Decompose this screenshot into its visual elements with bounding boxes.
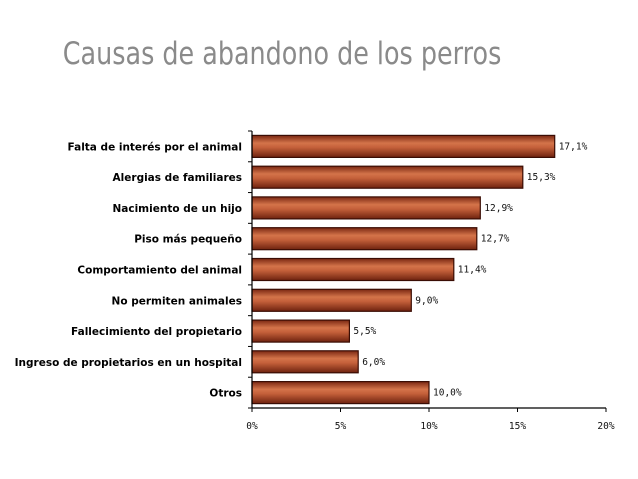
category-label: Otros: [209, 388, 242, 400]
value-label: 5,5%: [353, 326, 376, 337]
category-label: No permiten animales: [112, 295, 242, 307]
value-label: 10,0%: [433, 388, 462, 399]
bar: [251, 350, 359, 374]
x-tick-label: 5%: [335, 421, 347, 432]
bar: [251, 196, 481, 220]
category-label: Falta de interés por el animal: [68, 141, 242, 153]
value-label: 9,0%: [415, 295, 438, 306]
bar: [251, 381, 430, 405]
x-tick-label: 10%: [420, 421, 437, 432]
bar: [251, 288, 412, 312]
category-label: Nacimiento de un hijo: [112, 203, 242, 215]
bar: [251, 227, 478, 251]
value-label: 6,0%: [362, 357, 385, 368]
value-label: 11,4%: [458, 265, 487, 276]
chart-title: Causas de abandono de los perros: [62, 36, 502, 72]
category-label: Alergias de familiares: [113, 172, 242, 184]
category-label: Piso más pequeño: [134, 234, 242, 246]
value-label: 12,9%: [484, 203, 513, 214]
category-label: Ingreso de propietarios en un hospital: [15, 357, 242, 369]
value-label: 12,7%: [481, 234, 510, 245]
bar: [251, 257, 455, 282]
bar: [251, 134, 556, 158]
category-label: Comportamiento del animal: [77, 265, 242, 277]
bar: [251, 319, 351, 343]
value-label: 15,3%: [527, 172, 556, 183]
value-label: 17,1%: [559, 141, 588, 152]
category-label: Fallecimiento del propietario: [71, 326, 242, 338]
x-tick-label: 0%: [246, 421, 258, 432]
x-tick-label: 15%: [509, 421, 526, 432]
bar: [251, 165, 524, 189]
x-tick-label: 20%: [597, 421, 614, 432]
